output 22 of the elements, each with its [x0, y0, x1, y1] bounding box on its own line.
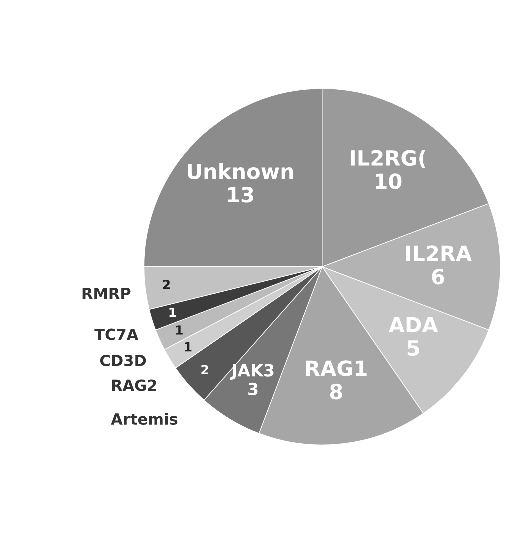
slice-label: Unknown — [188, 163, 294, 180]
data-label: 6 — [432, 268, 444, 285]
slice-label: JAK3 — [230, 364, 274, 380]
slice-label: Artemis — [111, 413, 178, 426]
slice-label: IL2RG( — [351, 150, 426, 169]
slice-label: ADA — [388, 317, 438, 333]
data-label: 13 — [228, 187, 254, 203]
data-label: 1 — [176, 326, 183, 335]
data-label: 2 — [163, 280, 170, 290]
slice-label: TC7A — [94, 328, 139, 340]
data-label: 2 — [202, 365, 208, 374]
data-label: 1 — [185, 342, 192, 352]
slice-label: RAG1 — [306, 360, 367, 376]
slice-label: IL2RA — [406, 246, 472, 262]
slice-label: RAG2 — [112, 380, 156, 392]
data-label: 10 — [376, 174, 402, 190]
data-label: 5 — [408, 340, 420, 356]
data-label: 3 — [248, 382, 258, 396]
data-label: 8 — [330, 384, 342, 400]
slice-label: RMRP — [82, 288, 131, 300]
slice-label: CD3D — [100, 354, 146, 367]
data-label: 1 — [170, 308, 176, 318]
